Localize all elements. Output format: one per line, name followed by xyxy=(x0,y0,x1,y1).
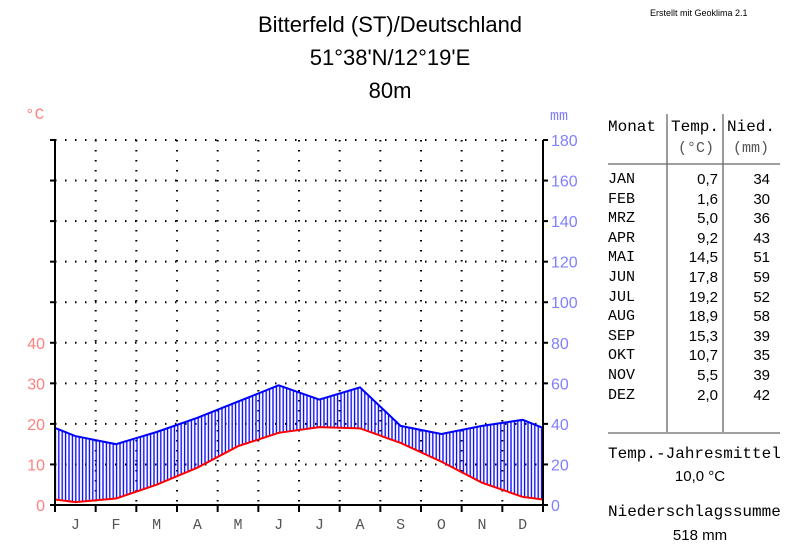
month-label: J xyxy=(315,517,324,534)
temp-tick-label: 30 xyxy=(27,376,45,393)
month-label: A xyxy=(193,517,202,534)
row-temp: 15,3 xyxy=(688,327,718,345)
month-label: M xyxy=(233,517,242,534)
row-precip: 39 xyxy=(753,367,770,384)
header-precip: Nied. xyxy=(727,118,776,136)
row-precip: 59 xyxy=(753,269,770,286)
row-month: JUL xyxy=(608,288,636,306)
row-month: NOV xyxy=(608,367,636,384)
precip-tick-label: 140 xyxy=(551,214,578,231)
row-month: MAI xyxy=(608,249,636,267)
header-month: Monat xyxy=(608,118,657,136)
unit-precip: (mm) xyxy=(733,140,770,157)
row-month: OKT xyxy=(608,347,636,365)
precip-line xyxy=(54,384,544,446)
row-precip: 36 xyxy=(753,210,770,228)
row-precip: 30 xyxy=(753,190,770,208)
temp-tick-label: 0 xyxy=(36,498,45,515)
row-month: JUN xyxy=(608,269,636,286)
temp-tick-label: 20 xyxy=(27,417,45,434)
month-label: N xyxy=(477,517,486,534)
annual-mean-value: 10,0 °C xyxy=(674,468,726,485)
row-temp: 10,7 xyxy=(688,347,718,365)
row-precip: 52 xyxy=(753,288,770,306)
row-temp: 14,5 xyxy=(688,249,718,267)
precip-tick-label: 160 xyxy=(551,174,578,191)
row-precip: 58 xyxy=(753,308,770,326)
annual-sum-value: 518 mm xyxy=(672,527,728,544)
precip-tick-label: 0 xyxy=(551,498,560,515)
row-temp: 1,6 xyxy=(697,190,718,208)
row-month: AUG xyxy=(608,308,636,326)
chart-coordinates: 51°38'N/12°19'E xyxy=(309,45,471,70)
row-temp: 5,5 xyxy=(697,367,718,384)
precip-axis-label: mm xyxy=(550,108,569,125)
row-month: APR xyxy=(608,229,636,247)
row-temp: 2,0 xyxy=(697,386,718,404)
row-month: FEB xyxy=(608,190,636,208)
credit-text: Erstellt mit Geoklima 2.1 xyxy=(650,8,748,18)
month-label: M xyxy=(152,517,161,534)
month-label: A xyxy=(355,517,364,534)
month-label: J xyxy=(71,517,80,534)
row-precip: 42 xyxy=(753,386,770,404)
month-label: F xyxy=(111,517,120,534)
precip-tick-label: 20 xyxy=(551,457,569,474)
row-temp: 18,9 xyxy=(688,308,718,326)
row-temp: 5,0 xyxy=(697,210,718,228)
row-temp: 19,2 xyxy=(688,288,718,306)
humid-area-hatch xyxy=(55,385,543,503)
row-temp: 17,8 xyxy=(688,269,718,286)
month-label: O xyxy=(437,517,446,534)
row-month: MRZ xyxy=(608,210,636,228)
precip-tick-label: 80 xyxy=(551,336,569,353)
chart-title: Bitterfeld (ST)/Deutschland xyxy=(257,12,523,37)
header-temp: Temp. xyxy=(671,118,720,136)
row-month: JAN xyxy=(608,171,636,188)
month-label: D xyxy=(518,517,527,534)
row-precip: 43 xyxy=(753,229,770,247)
row-precip: 35 xyxy=(753,347,770,365)
chart-elevation: 80m xyxy=(368,78,412,103)
month-label: S xyxy=(396,517,405,534)
temp-axis-label: °C xyxy=(25,106,45,124)
row-temp: 9,2 xyxy=(697,229,718,247)
temp-line xyxy=(54,426,544,504)
precip-tick-label: 100 xyxy=(551,295,578,312)
row-precip: 39 xyxy=(753,327,770,345)
precip-tick-label: 120 xyxy=(551,255,578,272)
row-precip: 51 xyxy=(753,249,770,267)
temp-tick-label: 10 xyxy=(27,457,45,474)
precip-tick-label: 180 xyxy=(551,133,578,150)
precip-tick-label: 60 xyxy=(551,376,569,393)
month-label: J xyxy=(274,517,283,534)
precip-tick-label: 40 xyxy=(551,417,569,434)
row-month: SEP xyxy=(608,327,636,345)
row-month: DEZ xyxy=(608,386,636,404)
temp-tick-label: 40 xyxy=(27,336,45,353)
annual-sum-label: Niederschlagssumme xyxy=(608,503,781,521)
row-temp: 0,7 xyxy=(697,171,718,188)
row-precip: 34 xyxy=(753,171,770,188)
unit-temp: (°C) xyxy=(678,140,715,157)
annual-mean-label: Temp.-Jahresmittel xyxy=(608,445,781,463)
